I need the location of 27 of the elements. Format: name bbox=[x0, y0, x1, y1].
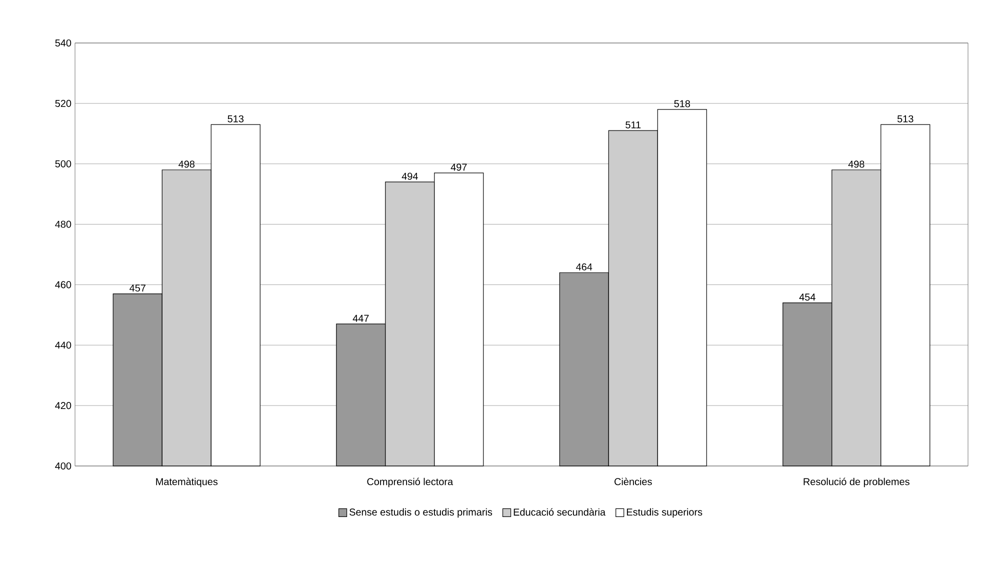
y-tick-label: 420 bbox=[55, 402, 72, 410]
x-tick-label: Matemàtiques bbox=[156, 478, 218, 488]
y-tick-label: 460 bbox=[55, 281, 72, 288]
y-tick-label: 480 bbox=[55, 220, 72, 228]
data-label: 498 bbox=[848, 160, 864, 168]
data-label: 454 bbox=[799, 294, 816, 301]
legend-label: Sense estudis o estudis primaris bbox=[350, 508, 492, 518]
y-tick-label: 440 bbox=[55, 342, 72, 349]
x-tick-label: Comprensió lectora bbox=[367, 478, 454, 488]
x-tick-label: Resolució de problemes bbox=[804, 478, 910, 488]
data-label: 447 bbox=[352, 314, 369, 322]
y-tick-label: 540 bbox=[55, 39, 72, 47]
data-label: 464 bbox=[576, 263, 592, 270]
data-label: 498 bbox=[178, 160, 195, 168]
data-label: 497 bbox=[450, 164, 467, 171]
data-label: 513 bbox=[228, 115, 244, 122]
y-tick-label: 520 bbox=[55, 100, 72, 107]
y-tick-label: 500 bbox=[55, 160, 72, 168]
y-tick-label: 400 bbox=[55, 462, 72, 470]
legend-label: Estudis superiors bbox=[626, 508, 702, 518]
x-tick-label: Ciències bbox=[614, 478, 652, 486]
data-label: 518 bbox=[674, 100, 690, 108]
data-label: 511 bbox=[626, 121, 641, 128]
data-label: 457 bbox=[130, 284, 146, 292]
legend-label: Educació secundària bbox=[514, 508, 606, 516]
data-label: 494 bbox=[402, 172, 418, 180]
data-label: 513 bbox=[897, 115, 914, 122]
